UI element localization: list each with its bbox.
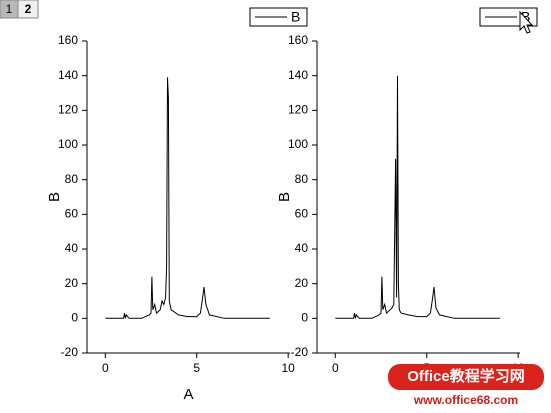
y-tick-label: 80 xyxy=(65,172,79,186)
data-line xyxy=(105,77,270,319)
watermark-url: www.office68.com xyxy=(413,393,518,407)
cursor xyxy=(519,10,534,34)
legend-label: B xyxy=(521,9,530,25)
y-tick-label: -20 xyxy=(61,345,79,359)
y-tick-label: 100 xyxy=(58,137,78,151)
y-tick-label: 40 xyxy=(65,241,79,255)
y-tick-label: 20 xyxy=(295,276,309,290)
y-tick-label: 0 xyxy=(301,311,308,325)
y-tick-label: 0 xyxy=(71,311,78,325)
y-tick-label: 160 xyxy=(288,33,308,47)
y-tick-label: 100 xyxy=(288,137,308,151)
y-tick-label: 60 xyxy=(65,207,79,221)
tab-label[interactable]: 2 xyxy=(25,2,32,16)
data-line xyxy=(335,75,500,319)
tab-label[interactable]: 1 xyxy=(6,2,13,16)
y-tick-label: 60 xyxy=(295,207,309,221)
y-tick-label: 140 xyxy=(58,68,78,82)
y-axis-label: B xyxy=(46,192,63,202)
plots: -20 0 20 40 60 80 100 120 140 160 0 5 10 B A B -20 0 20 40 6… xyxy=(46,7,538,403)
watermark: Office教程学习网 www.office68.com xyxy=(388,364,544,407)
x-tick-label: 0 xyxy=(102,361,109,375)
y-tick-label: 20 xyxy=(65,276,79,290)
y-tick-label: 40 xyxy=(295,241,309,255)
watermark-badge xyxy=(388,364,544,390)
y-axis-label: B xyxy=(276,192,293,202)
y-tick-label: 120 xyxy=(58,103,78,117)
legend-label: B xyxy=(291,9,300,25)
tab[interactable] xyxy=(17,0,39,19)
x-tick-label: 5 xyxy=(193,361,200,375)
y-tick-label: 80 xyxy=(295,172,309,186)
x-axis-label: A xyxy=(183,386,193,403)
x-tick-label: 0 xyxy=(332,361,339,375)
watermark-title: Office教程学习网 xyxy=(407,367,525,385)
y-tick-label: 120 xyxy=(288,103,308,117)
y-tick-label: 140 xyxy=(288,68,308,82)
x-tick-label: 10 xyxy=(281,361,295,375)
y-tick-label: 160 xyxy=(58,33,78,47)
y-tick-label: -20 xyxy=(291,345,309,359)
